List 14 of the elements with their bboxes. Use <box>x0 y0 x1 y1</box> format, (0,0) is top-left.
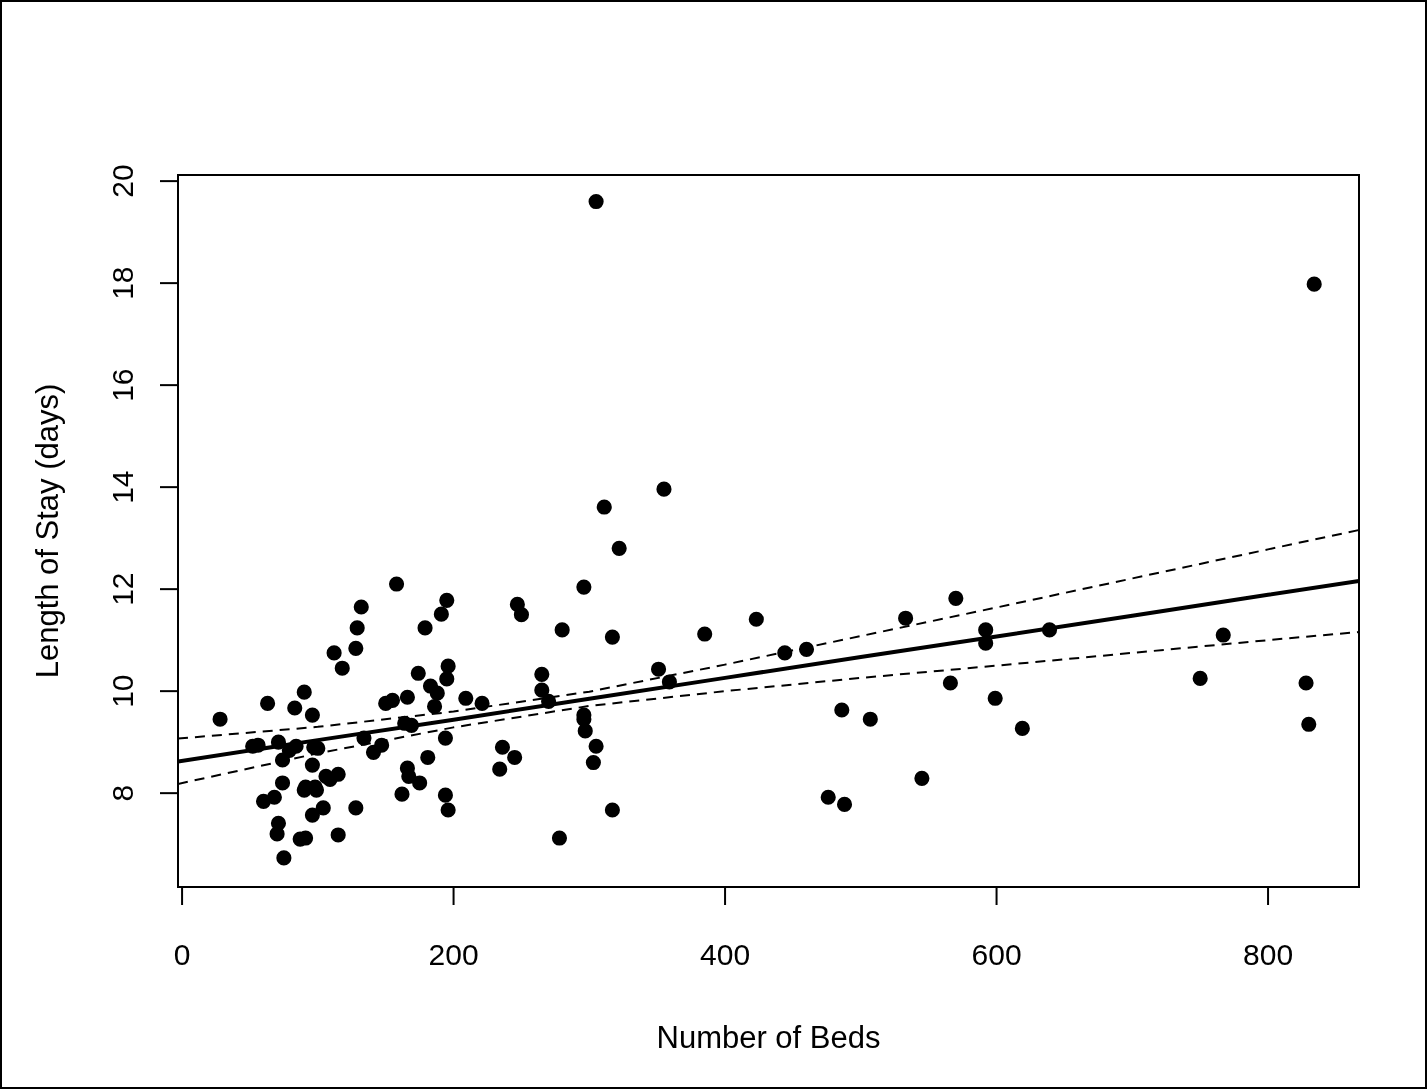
x-tick-label: 200 <box>428 938 479 971</box>
x-tick-label: 800 <box>1243 938 1294 971</box>
y-tick-label: 20 <box>106 164 139 198</box>
x-tick-label: 400 <box>700 938 751 971</box>
x-tick-label: 0 <box>173 938 191 971</box>
y-tick-label: 12 <box>106 572 139 606</box>
y-tick-label: 10 <box>106 674 139 708</box>
y-tick-label: 16 <box>106 368 139 402</box>
x-tick-label: 600 <box>971 938 1022 971</box>
y-tick-label: 18 <box>106 266 139 300</box>
y-axis-title: Length of Stay (days) <box>30 383 65 679</box>
y-tick-label: 8 <box>106 784 139 802</box>
y-tick-label: 14 <box>106 470 139 504</box>
x-axis-title: Number of Beds <box>656 1020 881 1055</box>
